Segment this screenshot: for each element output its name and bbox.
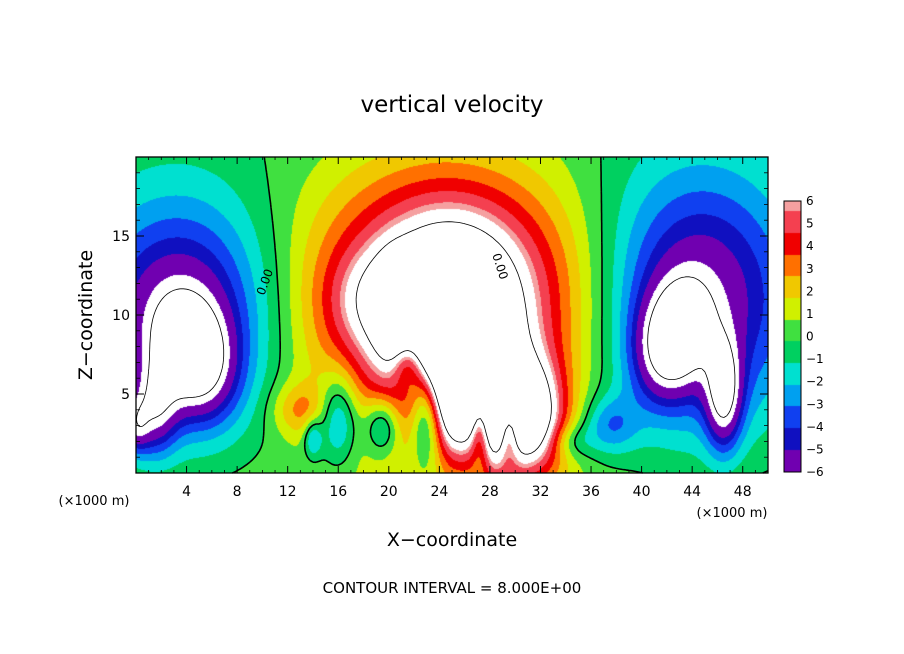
colorbar-label: 1	[806, 307, 814, 321]
x-tick-label: 8	[233, 484, 242, 500]
x-axis-ticks: 4 8 12 16 20 24 28 32 36 40 44 48	[148, 157, 756, 500]
x-tick-label: 48	[734, 484, 752, 500]
x-unit-left: (×1000 m)	[59, 494, 130, 509]
x-tick-label: 36	[582, 484, 600, 500]
contour-negative	[136, 276, 736, 427]
contour-label: 0.00	[489, 251, 511, 281]
colorbar-label: −5	[806, 442, 824, 456]
x-tick-label: 12	[279, 484, 297, 500]
colorbar-label: 2	[806, 284, 814, 298]
heatmap-field	[136, 157, 768, 473]
contour-positive	[355, 221, 552, 455]
colorbar-label: −4	[806, 420, 824, 434]
colorbar	[784, 201, 801, 472]
x-tick-label: 20	[380, 484, 398, 500]
colorbar-label: −6	[806, 465, 824, 479]
colorbar-label: −2	[806, 375, 824, 389]
plot-frame	[135, 156, 769, 474]
x-axis-label: X−coordinate	[387, 529, 517, 551]
x-tick-label: 24	[430, 484, 448, 500]
colorbar-label: −3	[806, 397, 824, 411]
x-tick-label: 16	[329, 484, 347, 500]
colorbar-frame	[783, 200, 802, 473]
x-tick-label: 44	[683, 484, 701, 500]
y-tick-label: 15	[112, 229, 130, 245]
colorbar-label: 3	[806, 262, 814, 276]
x-tick-label: 28	[481, 484, 499, 500]
colorbar-ticks: 6 5 4 3 2 1 0 −1 −2 −3 −4 −5 −6	[806, 194, 824, 479]
contour-lines	[136, 156, 769, 474]
y-axis-label: Z−coordinate	[75, 250, 97, 380]
x-tick-label: 32	[532, 484, 550, 500]
colorbar-label: 6	[806, 194, 814, 208]
contour-labels: 0.00 0.00	[254, 251, 511, 296]
contour-zero	[231, 156, 769, 474]
contour-interval-text: CONTOUR INTERVAL = 8.000E+00	[323, 579, 582, 597]
x-tick-label: 40	[633, 484, 651, 500]
chart-title: vertical velocity	[361, 92, 544, 118]
y-axis-ticks: 5 10 15	[112, 172, 768, 458]
contour-label: 0.00	[254, 267, 276, 297]
colorbar-label: 5	[806, 217, 814, 231]
x-unit-right: (×1000 m)	[697, 506, 768, 521]
colorbar-label: 0	[806, 330, 814, 344]
y-tick-label: 10	[112, 308, 130, 324]
x-tick-label: 4	[182, 484, 191, 500]
y-tick-label: 5	[121, 387, 130, 403]
colorbar-label: −1	[806, 352, 824, 366]
colorbar-label: 4	[806, 239, 814, 253]
